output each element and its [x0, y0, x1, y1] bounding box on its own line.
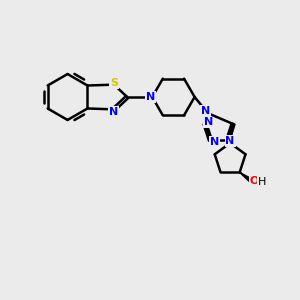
- Polygon shape: [240, 172, 253, 183]
- Text: N: N: [226, 136, 235, 146]
- Text: N: N: [109, 107, 119, 117]
- Text: N: N: [201, 106, 210, 116]
- Text: S: S: [110, 78, 118, 88]
- Text: H: H: [258, 177, 266, 187]
- Text: N: N: [210, 137, 220, 147]
- Text: O: O: [250, 176, 259, 186]
- Text: N: N: [146, 92, 155, 102]
- Text: N: N: [204, 118, 213, 128]
